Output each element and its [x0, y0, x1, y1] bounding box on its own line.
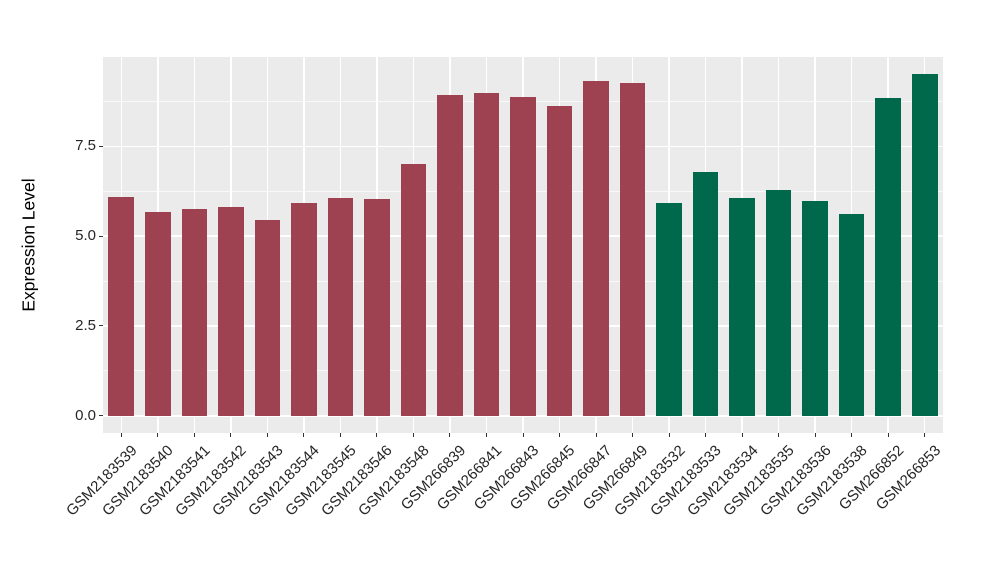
x-tick-mark [632, 433, 634, 437]
x-tick-mark [705, 433, 707, 437]
bar-GSM266845 [546, 106, 573, 416]
x-tick-mark [559, 433, 561, 437]
x-tick-mark [924, 433, 926, 437]
bar-GSM2183546 [364, 199, 390, 416]
x-tick-mark [412, 433, 414, 437]
x-tick-mark [266, 433, 268, 437]
bar-GSM266841 [473, 93, 500, 416]
x-tick-mark [595, 433, 597, 437]
bar-GSM2183539 [108, 196, 135, 416]
bar-GSM266843 [510, 97, 536, 416]
x-tick-mark [778, 433, 780, 437]
x-tick-mark [485, 433, 487, 437]
y-tick-mark [99, 145, 103, 147]
bar-GSM2183536 [802, 201, 828, 416]
x-tick-mark [668, 433, 670, 437]
x-tick-mark [230, 433, 232, 437]
y-tick-mark [99, 415, 103, 417]
y-tick-label: 7.5 [75, 137, 96, 155]
y-tick-mark [99, 235, 103, 237]
bar-GSM266839 [437, 94, 463, 416]
bar-GSM2183542 [218, 207, 244, 416]
x-tick-mark [814, 433, 816, 437]
x-tick-mark [193, 433, 195, 437]
y-tick-label: 0.0 [75, 406, 96, 424]
bar-GSM266849 [619, 82, 646, 416]
x-tick-mark [303, 433, 305, 437]
bar-GSM2183535 [765, 189, 792, 416]
bar-GSM2183541 [181, 209, 208, 416]
bar-GSM2183532 [656, 202, 682, 416]
bar-GSM2183543 [254, 220, 281, 416]
x-tick-mark [887, 433, 889, 437]
bar-GSM2183538 [838, 213, 865, 416]
x-tick-mark [157, 433, 159, 437]
x-tick-mark [376, 433, 378, 437]
y-tick-label: 5.0 [75, 227, 96, 245]
bar-GSM2183540 [145, 211, 171, 416]
bar-GSM266852 [875, 97, 901, 416]
bar-GSM2183545 [327, 198, 354, 416]
x-tick-mark [851, 433, 853, 437]
plot-panel [103, 57, 943, 433]
x-tick-mark [339, 433, 341, 437]
bar-GSM2183534 [729, 197, 755, 416]
bar-GSM266853 [911, 74, 938, 416]
bar-GSM2183533 [692, 171, 719, 416]
bar-GSM266847 [583, 81, 609, 416]
x-tick-mark [120, 433, 122, 437]
y-axis-title: Expression Level [18, 178, 39, 312]
x-tick-mark [449, 433, 451, 437]
bar-GSM2183548 [400, 164, 427, 416]
y-tick-mark [99, 325, 103, 327]
x-tick-mark [741, 433, 743, 437]
bar-GSM2183544 [291, 203, 317, 416]
y-tick-label: 2.5 [75, 316, 96, 334]
x-tick-mark [522, 433, 524, 437]
